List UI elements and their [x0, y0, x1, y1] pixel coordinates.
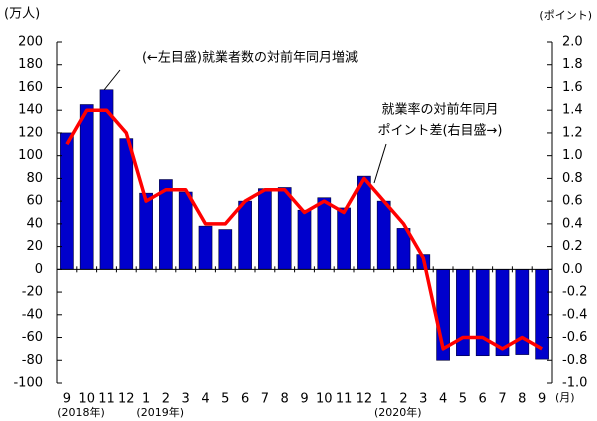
y2-tick-label: 0.4: [562, 216, 583, 231]
y-tick-label: 100: [18, 148, 43, 163]
y-tick-label: -80: [22, 353, 43, 368]
x-tick-label: 1: [380, 392, 388, 407]
y-tick-label: -40: [22, 307, 43, 322]
year-label: (2019年): [136, 405, 184, 419]
line: [65, 108, 543, 351]
y2-tick-label: 1.6: [562, 80, 583, 95]
annotation-arrow: [373, 143, 387, 184]
y2-tick-label: 0.0: [562, 262, 583, 277]
bar: [376, 200, 391, 270]
x-tick-label: 10: [316, 392, 333, 407]
year-label: (2020年): [374, 405, 422, 419]
x-tick-label: 9: [538, 392, 546, 407]
y-axis-title: (万人): [4, 7, 40, 22]
x-tick-label: 7: [261, 392, 269, 407]
y-tick-label: 160: [18, 80, 43, 95]
y-tick-label: 20: [26, 239, 43, 254]
x-tick-label: 8: [281, 392, 289, 407]
y2-tick-label: 1.2: [562, 125, 583, 140]
x-tick-label: 6: [479, 392, 487, 407]
x-tick-label: 10: [78, 392, 95, 407]
y-tick-label: 80: [26, 171, 43, 186]
x-tick-label: 4: [201, 392, 209, 407]
y2-tick-label: 1.4: [562, 103, 583, 118]
y-tick-label: 180: [18, 57, 43, 72]
y-tick-label: -20: [22, 285, 43, 300]
x-tick-label: 6: [241, 392, 249, 407]
bar: [475, 269, 490, 357]
bar: [238, 200, 252, 270]
x-tick-label: 12: [356, 392, 373, 407]
y2-tick-label: -0.2: [562, 285, 587, 300]
bar: [178, 191, 193, 270]
bar: [258, 188, 272, 270]
x-tick-label: 12: [118, 392, 135, 407]
bars: [60, 89, 549, 361]
x-tick-label: 11: [336, 392, 353, 407]
x-tick-label: 3: [419, 392, 427, 407]
y-tick-label: 60: [26, 194, 43, 209]
bar: [60, 132, 74, 270]
x-tick-label: 2: [162, 392, 170, 407]
bar: [198, 225, 213, 270]
x-unit: (月): [555, 391, 575, 404]
y2-tick-label: 1.8: [562, 57, 583, 72]
bar: [297, 209, 312, 270]
x-tick-label: 11: [98, 392, 115, 407]
bar: [119, 138, 134, 270]
bar: [79, 104, 94, 270]
y2-tick-label: -0.4: [562, 307, 587, 322]
line-annotation: ポイント差(右目盛→): [377, 124, 502, 139]
x-tick-label: 5: [459, 392, 467, 407]
y-tick-label: 120: [18, 125, 43, 140]
y2-axis-title: (ポイント): [539, 9, 592, 22]
annotation-arrow: [103, 69, 121, 91]
y2-tick-label: -1.0: [562, 376, 587, 391]
x-tick-label: 4: [439, 392, 447, 407]
x-tick-label: 7: [498, 392, 506, 407]
y-tick-label: 200: [18, 35, 43, 50]
y-tick-label: 40: [26, 216, 43, 231]
x-tick-label: 1: [142, 392, 150, 407]
y2-tick-label: 0.2: [562, 239, 583, 254]
y-tick-label: -100: [13, 376, 43, 391]
year-label: (2018年): [57, 405, 105, 419]
x-tick-label: 9: [63, 392, 71, 407]
bar: [218, 229, 233, 270]
y-tick-label: -60: [22, 330, 43, 345]
bar: [456, 269, 470, 357]
bar: [337, 207, 351, 270]
x-tick-label: 9: [300, 392, 308, 407]
x-tick-label: 8: [518, 392, 526, 407]
y2-tick-label: 0.8: [562, 171, 583, 186]
y-tick-label: 0: [35, 262, 43, 277]
bar: [357, 175, 371, 270]
y2-tick-label: 2.0: [562, 35, 583, 50]
bar-annotation: (←左目盛)就業者数の対前年同月増減: [142, 50, 358, 66]
x-tick-label: 2: [399, 392, 407, 407]
bar: [277, 187, 292, 270]
x-tick-label: 5: [221, 392, 229, 407]
y-tick-label: 140: [18, 103, 43, 118]
bar: [495, 269, 510, 357]
line-annotation: 就業率の対前年同月: [381, 102, 498, 118]
y2-tick-label: -0.6: [562, 330, 587, 345]
y2-tick-label: 0.6: [562, 194, 583, 209]
x-tick-label: 3: [182, 392, 190, 407]
bar: [139, 192, 153, 270]
bar: [317, 197, 332, 270]
y2-tick-label: -0.8: [562, 353, 587, 368]
y2-tick-label: 1.0: [562, 148, 583, 163]
